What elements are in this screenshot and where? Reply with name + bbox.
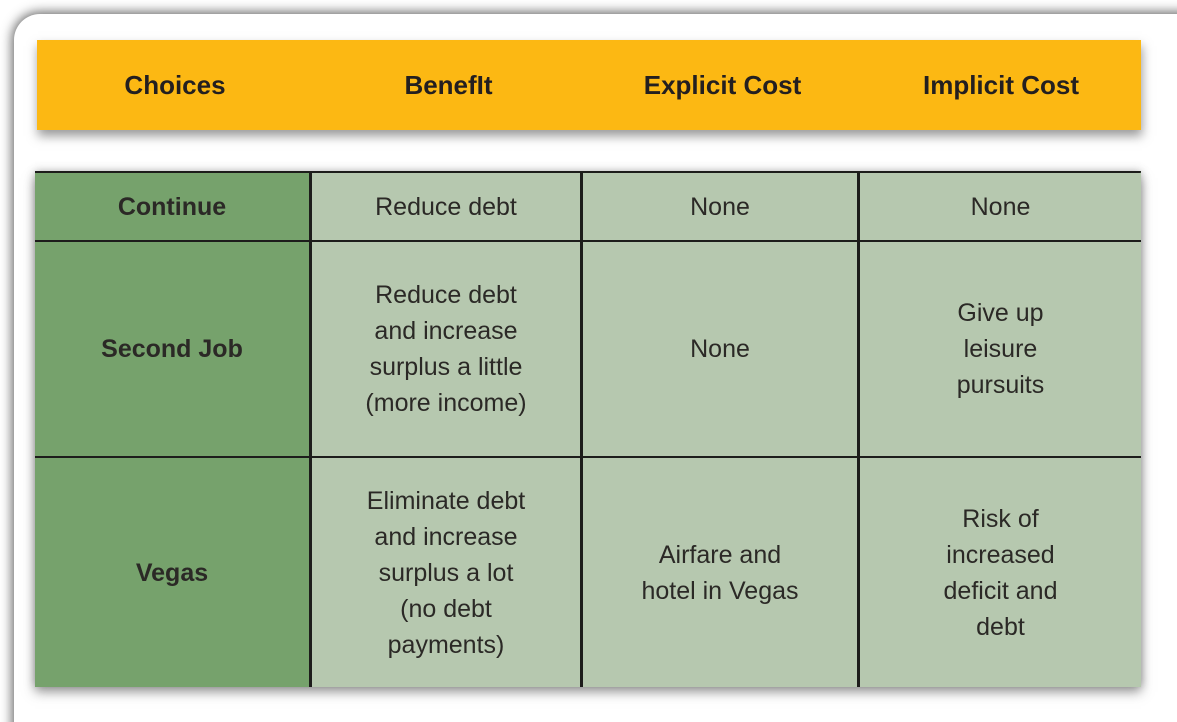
cell-vegas-implicit-cost: Risk of increased deficit and debt: [860, 458, 1141, 687]
row-label-continue: Continue: [35, 173, 312, 242]
table-header-bar: Choices BenefIt Explicit Cost Implicit C…: [37, 40, 1141, 130]
cell-continue-benefit: Reduce debt: [312, 173, 583, 242]
column-header-choices: Choices: [124, 69, 226, 100]
column-header-implicit-cost: Implicit Cost: [922, 69, 1079, 100]
cell-second-job-implicit-cost: Give up leisure pursuits: [860, 242, 1141, 458]
cell-second-job-benefit: Reduce debt and increase surplus a littl…: [312, 242, 583, 458]
opportunity-cost-table: Continue Reduce debt None None Second Jo…: [35, 171, 1141, 687]
column-header-explicit-cost: Explicit Cost: [643, 69, 802, 100]
cell-continue-explicit-cost: None: [583, 173, 860, 242]
row-label-second-job: Second Job: [35, 242, 312, 458]
cell-second-job-explicit-cost: None: [583, 242, 860, 458]
row-label-vegas: Vegas: [35, 458, 312, 687]
cell-vegas-benefit: Eliminate debt and increase surplus a lo…: [312, 458, 583, 687]
cell-vegas-explicit-cost: Airfare and hotel in Vegas: [583, 458, 860, 687]
cell-continue-implicit-cost: None: [860, 173, 1141, 242]
column-header-benefit: BenefIt: [404, 69, 493, 100]
